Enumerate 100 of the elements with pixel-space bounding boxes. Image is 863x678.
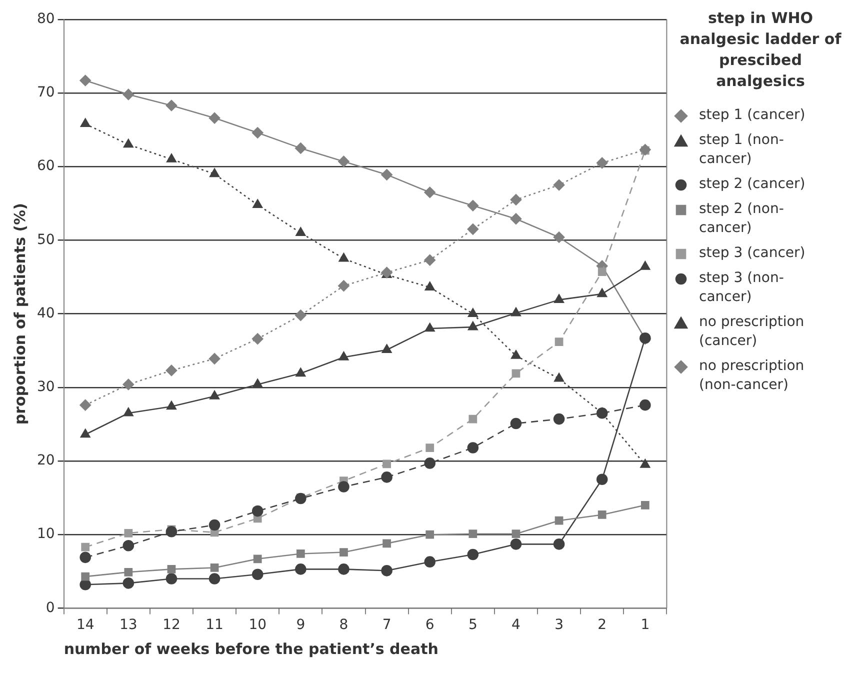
point (467, 442, 479, 454)
point (80, 428, 90, 438)
x-tick-label: 6 (425, 617, 434, 634)
point (253, 554, 262, 564)
x-tick-label: 3 (554, 617, 564, 634)
point (553, 232, 565, 243)
point (510, 418, 522, 430)
point (382, 460, 391, 468)
x-tick-label: 4 (512, 617, 521, 634)
legend-title: step in WHO analgesic ladder of prescibed analgesics (678, 8, 842, 92)
point (295, 564, 306, 575)
point (166, 154, 176, 162)
point (381, 565, 392, 576)
point (295, 310, 306, 321)
y-tick-label: 80 (36, 11, 55, 28)
point (598, 510, 606, 519)
point (553, 413, 565, 425)
point (338, 252, 349, 262)
point (424, 458, 436, 469)
point (338, 352, 349, 360)
x-tick-label: 2 (598, 617, 607, 634)
point (597, 288, 608, 298)
point (252, 127, 264, 138)
x-tick-label: 12 (162, 617, 180, 634)
point (424, 186, 436, 198)
point (208, 353, 220, 364)
point (210, 564, 219, 572)
point (295, 492, 306, 504)
point (166, 526, 178, 538)
point (424, 322, 435, 332)
point (80, 552, 91, 564)
point (166, 573, 178, 584)
point (338, 156, 350, 168)
point (381, 169, 392, 180)
point (468, 308, 478, 317)
point (296, 368, 306, 377)
y-tick-label: 40 (36, 305, 55, 322)
point (424, 282, 435, 290)
point (467, 200, 479, 212)
point (210, 390, 220, 400)
point (123, 408, 134, 416)
point (296, 227, 306, 236)
point (640, 459, 650, 468)
point (252, 333, 264, 344)
x-tick-label: 8 (339, 617, 348, 634)
x-tick-label: 7 (382, 617, 392, 634)
point (467, 548, 479, 560)
point (381, 472, 392, 483)
y-tick-label: 20 (36, 452, 55, 469)
x-tick-label: 10 (248, 617, 267, 634)
point (252, 378, 263, 388)
point (553, 179, 565, 191)
point (252, 199, 263, 208)
point (554, 338, 564, 346)
point (467, 224, 479, 235)
point (554, 516, 564, 525)
point (338, 280, 350, 292)
point (510, 194, 522, 206)
legend-label: no prescription (cancer) (699, 313, 806, 351)
y-tick-label: 0 (46, 600, 55, 616)
point (252, 505, 264, 517)
point (598, 268, 606, 276)
point (80, 579, 91, 590)
x-tick-label: 14 (76, 617, 94, 634)
point (640, 399, 651, 411)
x-tick-label: 5 (468, 617, 478, 634)
point (512, 369, 520, 378)
legend-label: step 3 (cancer) (699, 244, 806, 263)
point (338, 481, 350, 492)
point (510, 538, 522, 550)
point (122, 578, 134, 589)
x-axis-title: number of weeks before the patient’s death (64, 640, 438, 658)
point (208, 573, 220, 584)
point (510, 213, 522, 225)
legend-label: step 2 (cancer) (699, 175, 806, 194)
point (81, 572, 90, 581)
legend-label: no prescription (non-cancer) (699, 357, 806, 395)
point (208, 112, 220, 124)
point (208, 519, 220, 531)
point (596, 157, 608, 169)
point (210, 168, 220, 178)
point (80, 74, 91, 86)
point (424, 556, 436, 568)
point (80, 399, 91, 411)
point (468, 414, 478, 424)
point (468, 321, 478, 330)
point (382, 344, 392, 354)
y-tick-label: 30 (36, 379, 55, 396)
point (468, 530, 478, 538)
point (511, 350, 521, 359)
point (122, 378, 134, 390)
point (596, 408, 608, 419)
point (596, 474, 608, 486)
point (80, 118, 90, 128)
x-tick-label: 9 (296, 617, 306, 634)
legend-label: step 1 (non-cancer) (699, 131, 785, 169)
point (124, 528, 133, 538)
y-tick-label: 10 (36, 526, 55, 542)
point (166, 364, 178, 376)
point (382, 539, 391, 548)
